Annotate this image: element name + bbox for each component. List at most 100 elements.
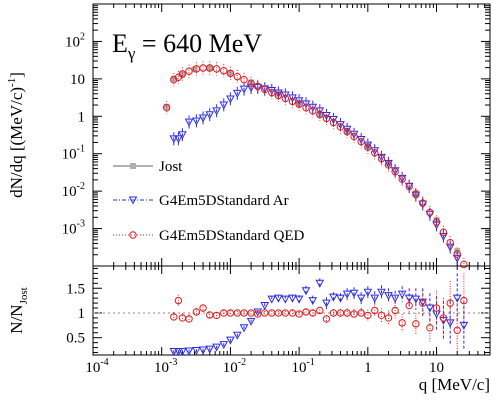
data-point [162, 103, 171, 112]
x-tick-label: 10-2 [223, 357, 246, 376]
ratio-point [239, 324, 249, 333]
x-tick-label: 10 [429, 360, 444, 376]
ratio-point [185, 315, 193, 323]
data-point [377, 154, 386, 163]
data-point [412, 190, 420, 199]
ratio-point [226, 336, 235, 345]
data-point [206, 65, 213, 72]
data-point [342, 125, 352, 134]
data-point [412, 189, 419, 196]
ratio-point [199, 304, 207, 312]
ratio-point [453, 326, 461, 334]
data-point [302, 103, 310, 112]
data-point [398, 175, 406, 183]
ratio-axis-title-text: N/NJost [7, 287, 30, 333]
ratio-point [398, 319, 406, 327]
ratio-point [316, 306, 324, 315]
ratio-point [439, 314, 448, 322]
legend-label: G4Em5DStandard QED [159, 228, 305, 244]
data-point [219, 101, 229, 110]
ratio-point [288, 294, 297, 303]
data-point [261, 85, 269, 94]
ratio-point [192, 347, 201, 356]
ratio-point [169, 348, 179, 357]
legend-label: G4Em5DStandard Ar [159, 193, 289, 209]
data-point [212, 65, 221, 73]
ratio-point [363, 288, 373, 297]
ratio-point [281, 309, 290, 317]
ratio-point [261, 309, 269, 317]
data-point [343, 127, 351, 136]
data-point [212, 107, 221, 116]
data-point [247, 79, 255, 88]
ratio-tick-label: 1 [78, 306, 86, 322]
ratio-point [425, 304, 435, 313]
ratio-point [412, 320, 420, 328]
ratio-point [460, 296, 468, 305]
ratio-point [329, 293, 338, 302]
data-point [220, 67, 228, 75]
data-point [301, 100, 311, 109]
ratio-point [240, 309, 248, 317]
ratio-point [405, 301, 413, 310]
ratio-point [308, 297, 318, 306]
data-point [356, 135, 366, 145]
data-point [199, 64, 207, 72]
data-point [281, 94, 290, 103]
legend-item: G4Em5DStandard QED [113, 228, 305, 244]
y-tick-label: 10 [70, 72, 85, 88]
data-point [205, 111, 215, 120]
data-point [315, 107, 325, 116]
ratio-point [349, 289, 359, 298]
bottom-panel: 0.5 1 1.5 10-4 10-3 10-2 10-1 1 10 N/NJost q [MeV/… [7, 265, 491, 394]
ratio-point [254, 310, 262, 318]
ratio-point [184, 347, 194, 356]
ratio-point [404, 294, 414, 303]
ratio-point [446, 299, 454, 307]
data-point [418, 200, 428, 209]
ratio-point [322, 299, 331, 308]
series-jost [163, 65, 461, 255]
ratio-point [309, 309, 317, 317]
legend-swatch-marker [129, 231, 137, 239]
data-point [191, 66, 198, 73]
data-point [226, 95, 235, 104]
ratio-point [315, 279, 325, 288]
data-point [391, 168, 399, 176]
ratio-point [357, 309, 365, 317]
ratio-point [267, 295, 277, 304]
ratio-point [426, 324, 434, 332]
ratio-axis-title: N/NJost [7, 287, 30, 333]
ratio-point [294, 295, 304, 304]
data-point [308, 103, 318, 112]
data-point [405, 182, 413, 191]
ratio-point [198, 346, 208, 355]
data-point [169, 135, 179, 144]
ratio-point [384, 314, 393, 322]
data-point [336, 123, 345, 131]
y-tick-label: 10-3 [62, 219, 85, 238]
x-tick-label: 10-1 [291, 357, 314, 376]
ratio-point [397, 290, 407, 299]
legend-item: Jost [113, 159, 183, 175]
legend-swatch-marker [128, 196, 138, 205]
ratio-point [371, 306, 379, 315]
ratio-point [192, 308, 201, 316]
ratio-point [260, 302, 270, 311]
ratio-point [232, 331, 242, 340]
ratio-point [370, 294, 380, 303]
ratio-point [219, 341, 229, 350]
ratio-series-g4em5dstandard-qed [170, 273, 468, 355]
data-point [384, 159, 393, 168]
ratio-point [170, 313, 178, 321]
ratio-point [322, 315, 331, 323]
x-tick-label: 10-4 [85, 357, 108, 376]
data-point [349, 130, 359, 139]
ratio-point [206, 311, 214, 319]
y-tick-label: 10-2 [62, 181, 85, 200]
y-tick-label: 10-1 [62, 144, 85, 163]
ratio-point [377, 311, 386, 320]
bottom-plot-frame [92, 265, 491, 356]
